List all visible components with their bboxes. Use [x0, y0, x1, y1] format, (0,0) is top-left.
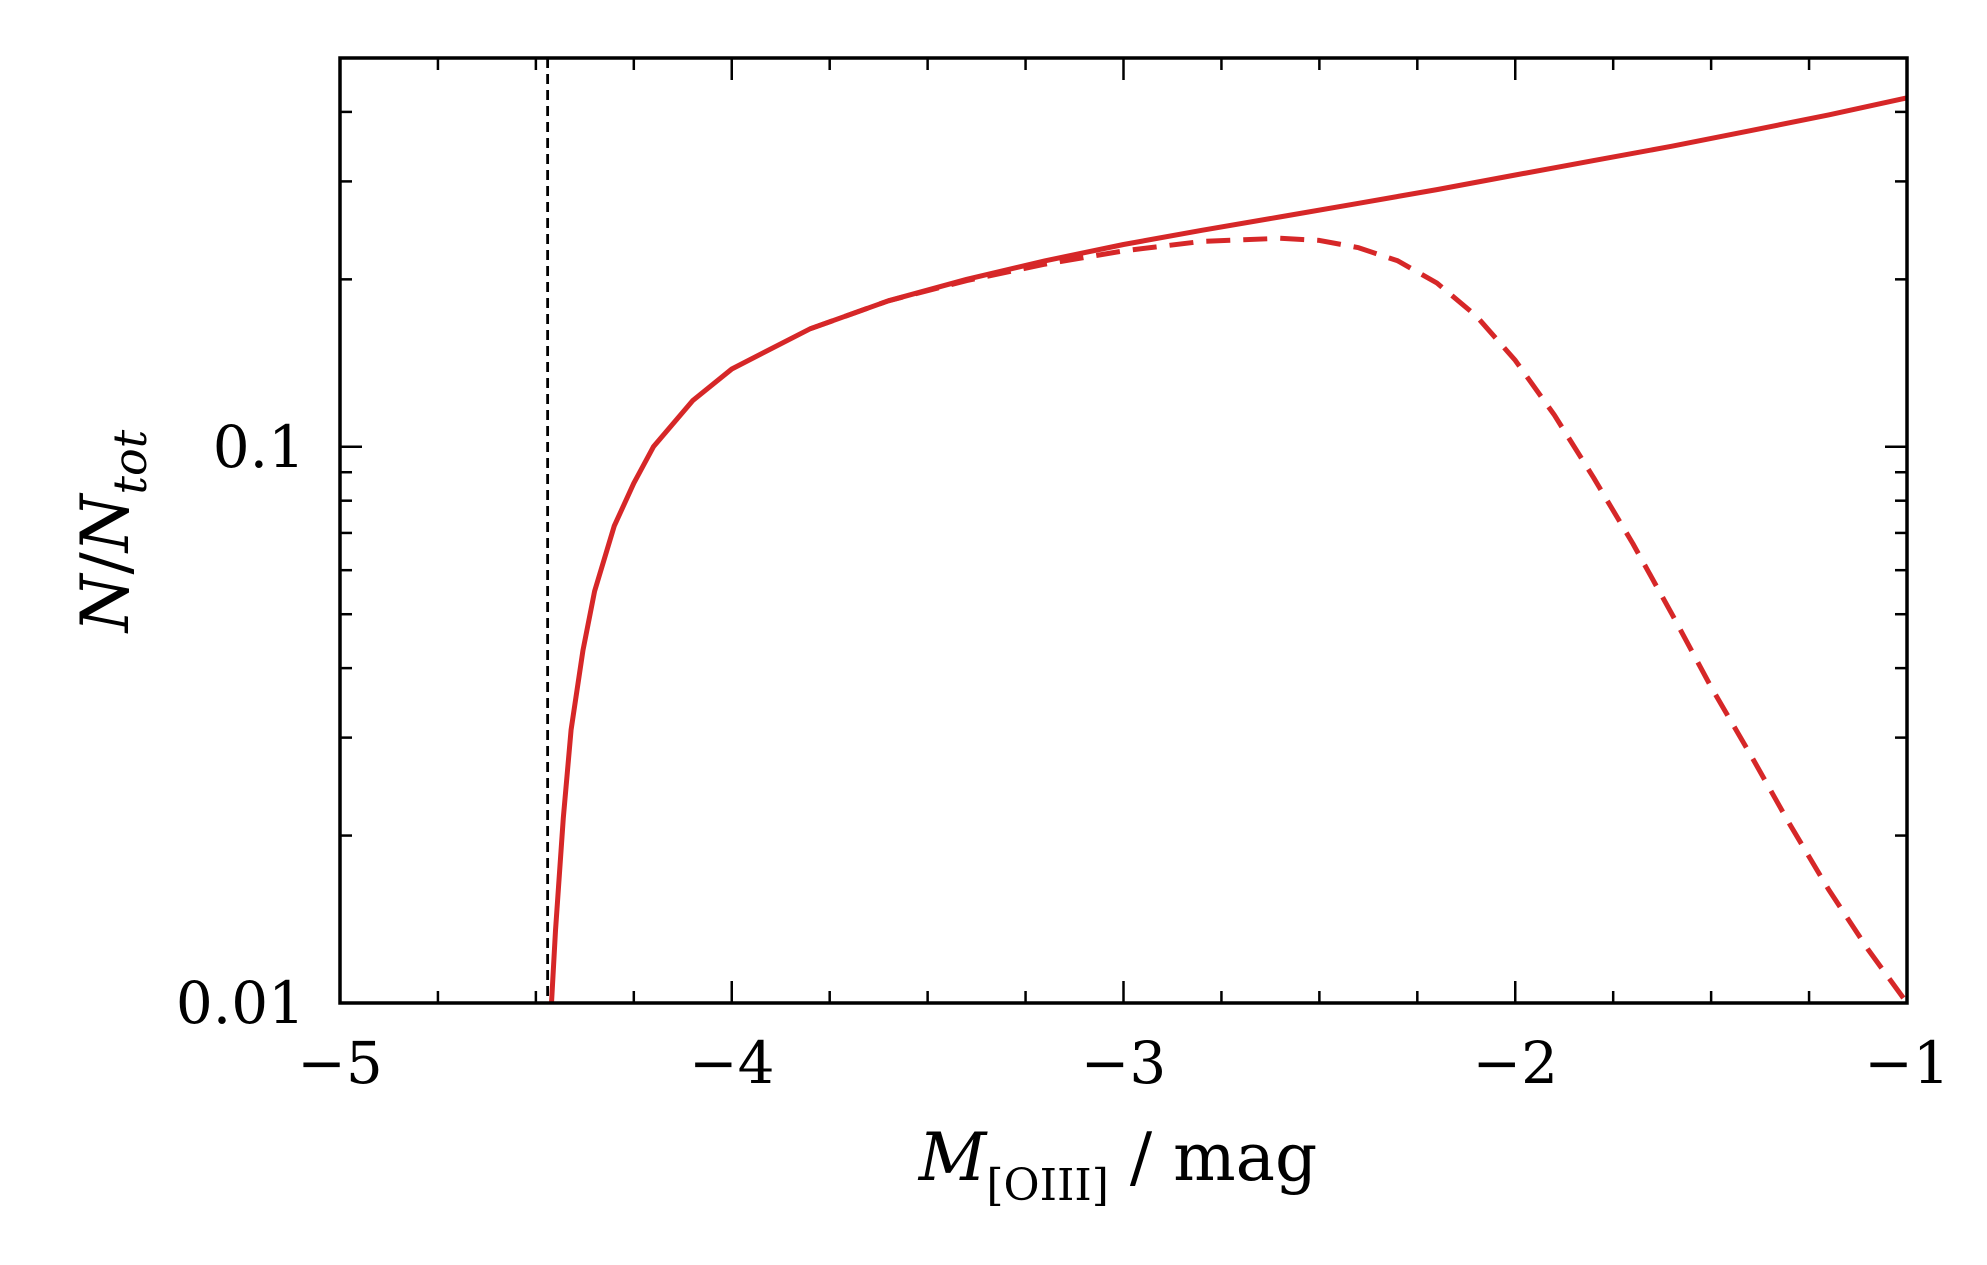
x-tick-label: −3	[1081, 1029, 1167, 1097]
x-axis-title: M[OIII] / mag	[918, 1119, 1318, 1211]
y-axis-title-numerator: N	[67, 572, 144, 634]
dashed-series-line-1	[809, 235, 1910, 1005]
x-tick-label: −4	[689, 1029, 775, 1097]
y-tick-label: 0.1	[213, 413, 305, 481]
y-axis-title-subscript: tot	[103, 429, 157, 494]
y-axis-title-denominator: N	[67, 492, 144, 554]
y-axis-title-slash: /	[67, 551, 144, 574]
tick-labels: −5 −4 −3 −2 −1 0.01 0.1	[176, 413, 1950, 1097]
plot-frame	[338, 56, 1909, 1005]
solid-series-line-0	[549, 95, 1908, 1004]
y-tick-label: 0.01	[176, 969, 305, 1037]
x-axis-title-main: M	[918, 1119, 988, 1196]
x-tick-label: −1	[1864, 1029, 1950, 1097]
y-axis-title: N/Ntot	[67, 429, 157, 634]
x-axis-title-suffix: / mag	[1109, 1119, 1317, 1196]
x-tick-label: −5	[297, 1029, 383, 1097]
axis-ticks	[338, 56, 1909, 1005]
x-axis-title-subscript: [OIII]	[986, 1160, 1109, 1211]
plot-marks	[546, 58, 1910, 1005]
x-tick-label: −2	[1473, 1029, 1559, 1097]
